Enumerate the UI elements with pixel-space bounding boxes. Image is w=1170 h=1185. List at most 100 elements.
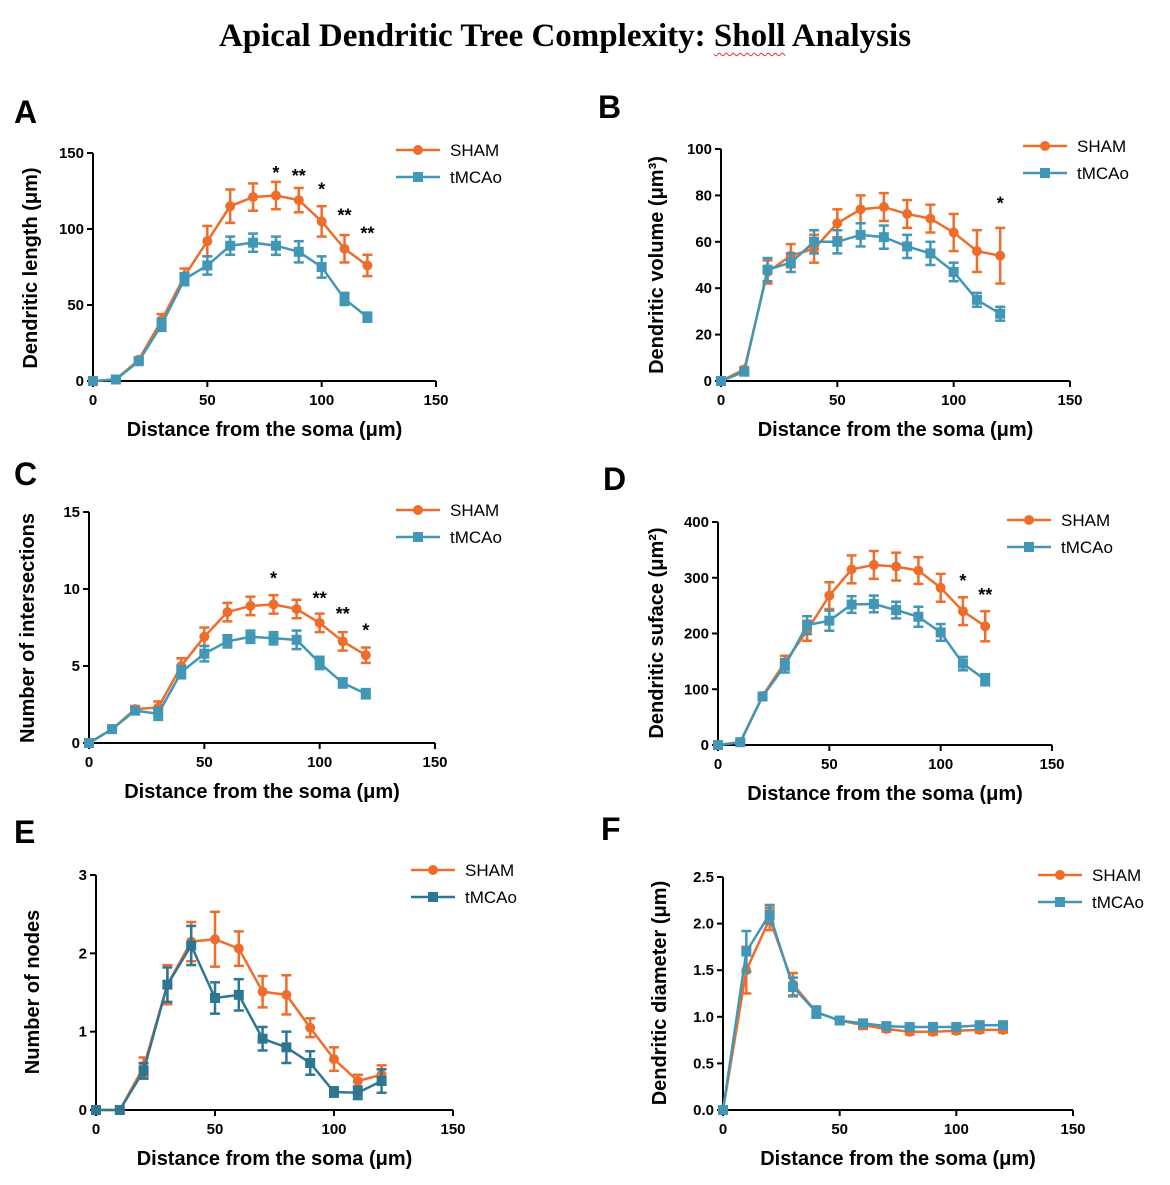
y-axis-title: Dendritic diameter (μm): [649, 881, 671, 1106]
data-point: [413, 172, 423, 182]
data-point: [846, 564, 857, 575]
data-point: [225, 201, 236, 212]
significance-mark: *: [997, 193, 1004, 213]
y-tick-label: 0: [76, 373, 84, 390]
data-point: [199, 648, 210, 659]
data-point: [428, 865, 438, 875]
legend: SHAM tMCAo: [1007, 511, 1113, 557]
data-point: [270, 240, 281, 251]
data-point: [360, 688, 371, 699]
chart-panel-b: B 0 50 100 150 0 20 40 60 80 100 Distance from the …: [598, 89, 1129, 441]
data-point: [248, 192, 259, 203]
legend: SHAM tMCAo: [396, 141, 502, 187]
data-point: [362, 260, 373, 271]
data-point: [855, 204, 866, 215]
y-tick-label: 100: [687, 141, 712, 158]
y-tick-label: 2: [79, 945, 87, 962]
data-point: [764, 909, 775, 920]
significance-mark: *: [272, 163, 279, 183]
figure-title: Apical Dendritic Tree Complexity: Sholl …: [0, 18, 1130, 55]
series-line: [720, 233, 1001, 383]
significance-mark: **: [313, 588, 327, 608]
x-axis-title: Distance from the soma (μm): [747, 783, 1023, 805]
data-point: [199, 631, 210, 642]
x-tick-label: 150: [423, 392, 448, 409]
data-point: [716, 376, 726, 386]
significance-mark: **: [338, 205, 352, 225]
series-sham: [88, 180, 373, 386]
data-point: [84, 738, 94, 748]
data-point: [88, 376, 98, 386]
data-point: [902, 241, 913, 252]
data-point: [291, 604, 302, 615]
data-point: [811, 1007, 822, 1018]
data-point: [133, 356, 144, 367]
data-point: [802, 620, 813, 631]
data-point: [339, 243, 350, 254]
series-line: [88, 635, 367, 745]
significance-mark: *: [959, 571, 966, 591]
legend-label: SHAM: [465, 861, 514, 880]
panel-label: A: [14, 94, 37, 130]
significance-mark: **: [978, 585, 992, 605]
x-axis-title: Distance from the soma (μm): [760, 1148, 1036, 1170]
chart-panel-a: A 0 50 100 150 0 50 100 150 Distance from the som…: [14, 94, 502, 441]
data-point: [971, 246, 982, 257]
data-point: [858, 1018, 868, 1029]
data-point: [868, 598, 879, 609]
data-point: [314, 617, 325, 628]
data-point: [834, 1015, 845, 1026]
data-point: [186, 940, 197, 951]
y-axis-title: Number of intersections: [17, 513, 39, 743]
legend-label: SHAM: [1092, 866, 1141, 885]
data-point: [980, 621, 991, 632]
data-point: [913, 565, 924, 576]
data-point: [902, 208, 913, 219]
x-tick-label: 150: [1057, 392, 1082, 409]
x-tick-label: 100: [928, 756, 953, 773]
data-point: [248, 237, 259, 248]
series-tmcao: [84, 629, 371, 748]
data-point: [878, 202, 889, 212]
y-tick-label: 5: [72, 658, 80, 675]
data-point: [413, 532, 423, 542]
x-tick-label: 100: [321, 1121, 346, 1138]
data-point: [222, 607, 233, 618]
data-point: [337, 677, 348, 688]
y-tick-label: 0: [72, 735, 80, 752]
y-tick-label: 0.0: [693, 1102, 714, 1119]
series-tmcao: [713, 594, 991, 750]
y-tick-label: 20: [695, 327, 712, 344]
x-axis-title: Distance from the soma (μm): [758, 419, 1034, 441]
legend-label: tMCAo: [450, 528, 502, 547]
x-tick-label: 150: [1039, 756, 1064, 773]
data-point: [971, 294, 982, 305]
y-tick-label: 200: [684, 626, 709, 643]
y-tick-label: 300: [684, 570, 709, 587]
legend: SHAM tMCAo: [1038, 866, 1144, 912]
x-tick-label: 150: [440, 1121, 465, 1138]
series-line: [721, 911, 1003, 1111]
data-point: [925, 248, 936, 259]
y-tick-label: 50: [67, 297, 84, 314]
x-tick-label: 100: [307, 754, 332, 771]
data-point: [951, 1022, 962, 1033]
data-point: [329, 1054, 339, 1065]
x-tick-label: 0: [89, 392, 97, 409]
significance-mark: **: [292, 166, 306, 186]
x-tick-label: 50: [207, 1121, 224, 1138]
data-point: [268, 599, 279, 610]
data-point: [210, 992, 220, 1003]
x-tick-label: 0: [719, 1121, 727, 1138]
panel-label: B: [598, 89, 621, 125]
significance-mark: **: [360, 224, 374, 244]
series-sham: [718, 906, 1008, 1115]
x-axis-title: Distance from the soma (μm): [127, 419, 403, 441]
data-point: [974, 1020, 985, 1031]
data-point: [779, 660, 790, 671]
data-point: [114, 1105, 125, 1115]
x-tick-label: 100: [944, 1121, 969, 1138]
y-tick-label: 0: [79, 1102, 87, 1119]
data-point: [739, 366, 750, 377]
